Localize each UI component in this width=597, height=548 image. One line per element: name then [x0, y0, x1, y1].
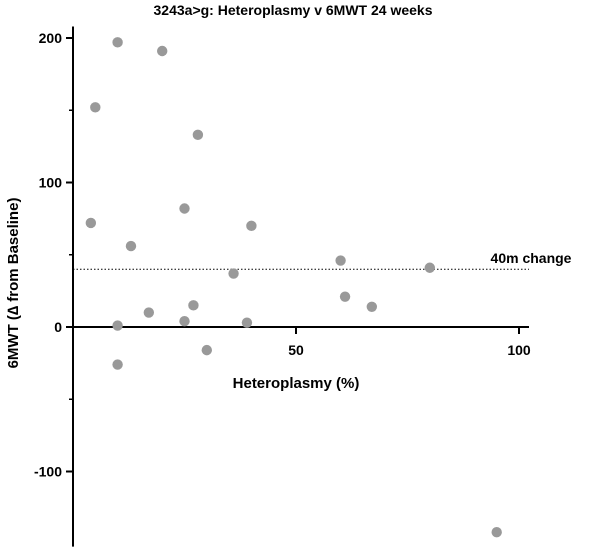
y-tick-label: 200: [39, 30, 63, 46]
x-tick-label: 100: [507, 342, 531, 358]
data-point: [366, 301, 378, 312]
chart-title: 3243a>g: Heteroplasmy v 6MWT 24 weeks: [154, 2, 433, 18]
data-point: [424, 262, 435, 273]
data-point: [192, 129, 204, 141]
y-axis-ticks: -100 0 100 200: [34, 30, 73, 480]
x-tick-label: 50: [288, 342, 304, 358]
data-point: [179, 203, 190, 214]
data-point: [241, 317, 253, 328]
x-axis-ticks: 50 100: [288, 327, 531, 358]
y-axis-title: 6MWT (∆ from Baseline): [5, 198, 22, 369]
y-tick-label: -100: [34, 464, 62, 480]
data-point: [179, 316, 190, 327]
data-point: [112, 359, 123, 370]
data-point: [228, 268, 239, 279]
reference-line-label: 40m change: [491, 250, 572, 266]
data-point: [157, 45, 168, 57]
data-point: [85, 217, 97, 229]
y-tick-label: 0: [54, 319, 62, 335]
data-point: [112, 37, 123, 48]
data-points: [85, 37, 502, 538]
data-point: [339, 291, 351, 302]
data-point: [125, 240, 137, 252]
data-point: [112, 320, 123, 331]
data-point: [335, 255, 346, 266]
y-tick-label: 100: [39, 175, 63, 191]
data-point: [201, 344, 212, 356]
data-point: [491, 526, 502, 538]
data-point: [90, 102, 101, 113]
x-axis-title: Heteroplasmy (%): [233, 375, 360, 392]
data-point: [246, 220, 257, 232]
data-point: [188, 300, 199, 311]
data-point: [143, 307, 155, 318]
